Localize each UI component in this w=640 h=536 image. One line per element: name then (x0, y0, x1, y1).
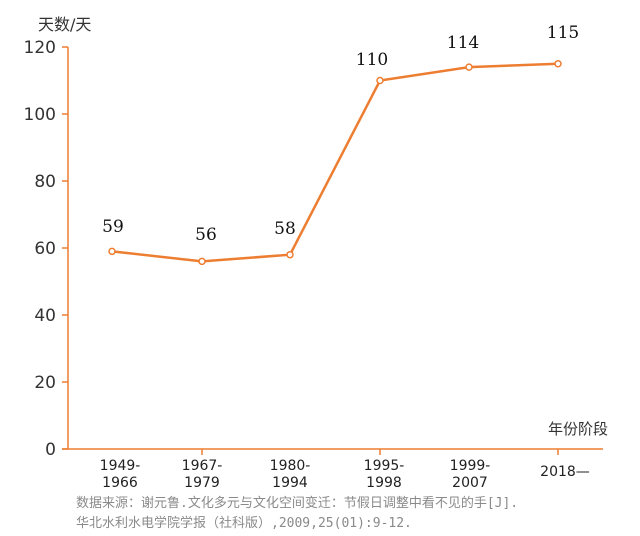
data-label: 114 (447, 33, 479, 53)
data-point (198, 257, 206, 266)
y-tick-label: 120 (24, 38, 56, 58)
source-line-2: 华北水利水电学院学报（社科版）,2009,25(01):9-12. (76, 516, 412, 531)
y-tick-label: 60 (34, 239, 56, 259)
y-tick-label: 20 (34, 373, 56, 393)
source-note: 数据来源：谢元鲁.文化多元与文化空间变迁：节假日调整中看不见的手[J]. 华北水… (76, 494, 518, 534)
x-tick-label: 2018— (540, 464, 590, 480)
y-tick-label: 100 (24, 105, 56, 125)
data-label: 110 (356, 50, 388, 70)
data-label: 115 (547, 23, 579, 43)
y-tick-label: 40 (34, 306, 56, 326)
x-tick-label: 1999-2007 (450, 458, 491, 491)
data-point (465, 63, 473, 71)
x-tick-label: 1949-1966 (100, 458, 141, 491)
data-point (286, 250, 294, 259)
data-point (376, 76, 384, 85)
x-tick-label: 1980-1994 (270, 458, 311, 491)
data-label: 56 (195, 225, 217, 245)
series-line (111, 62, 559, 263)
data-point (108, 247, 116, 256)
x-axis-title: 年份阶段 (548, 420, 608, 438)
x-tick-label: 1995-1998 (364, 458, 405, 491)
data-point (554, 60, 562, 68)
data-label: 58 (274, 219, 296, 239)
y-tick-label: 80 (34, 172, 56, 192)
data-label: 59 (102, 217, 124, 237)
x-tick-label: 1967-1979 (182, 458, 223, 491)
y-tick-label: 0 (45, 440, 56, 460)
source-line-1: 数据来源：谢元鲁.文化多元与文化空间变迁：节假日调整中看不见的手[J]. (76, 496, 519, 511)
y-axis-title: 天数/天 (38, 15, 91, 34)
